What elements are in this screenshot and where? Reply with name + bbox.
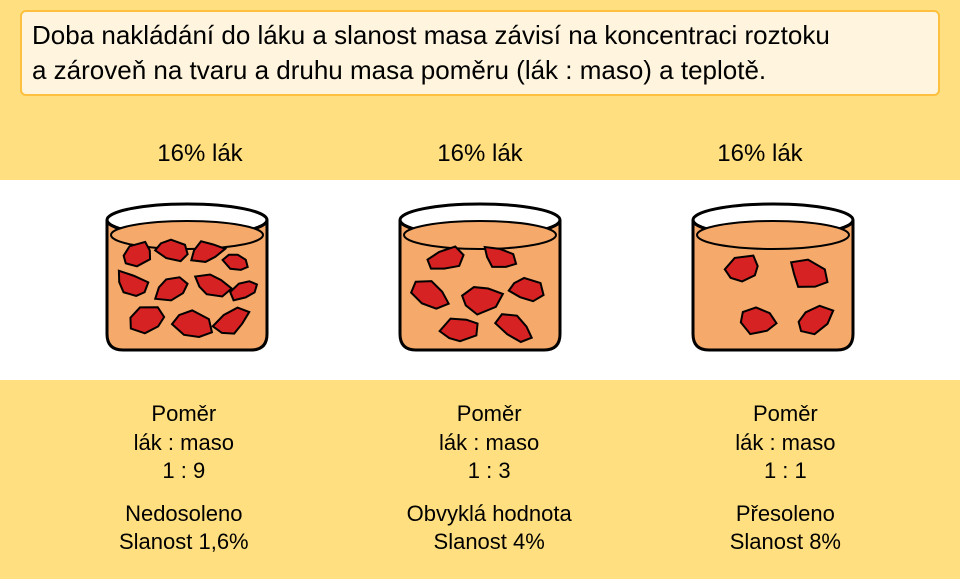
- column-1: Poměr lák : maso 1 : 9 Nedosoleno Slanos…: [119, 400, 249, 557]
- ratio-sub: lák : maso: [730, 429, 841, 458]
- result-line-2: Slanost 8%: [730, 528, 841, 557]
- result-line-2: Slanost 4%: [407, 528, 572, 557]
- ratio-title: Poměr: [407, 400, 572, 429]
- bottom-columns: Poměr lák : maso 1 : 9 Nedosoleno Slanos…: [0, 400, 960, 557]
- jar-2: [370, 190, 590, 370]
- ratio-value: 1 : 3: [407, 457, 572, 486]
- result-line-2: Slanost 1,6%: [119, 528, 249, 557]
- jar-label-1: 16% lák: [157, 140, 242, 168]
- ratio-sub: lák : maso: [407, 429, 572, 458]
- jars-strip: [0, 180, 960, 380]
- ratio-value: 1 : 9: [119, 457, 249, 486]
- jar-label-2: 16% lák: [437, 140, 522, 168]
- ratio-sub: lák : maso: [119, 429, 249, 458]
- result-line-1: Přesoleno: [730, 500, 841, 529]
- jar-label-3: 16% lák: [717, 140, 802, 168]
- jar-1: [77, 190, 297, 370]
- ratio-title: Poměr: [119, 400, 249, 429]
- jar-3: [663, 190, 883, 370]
- header-box: Doba nakládání do láku a slanost masa zá…: [20, 10, 940, 96]
- ratio-title: Poměr: [730, 400, 841, 429]
- jar-labels-row: 16% lák 16% lák 16% lák: [0, 140, 960, 168]
- header-line-1: Doba nakládání do láku a slanost masa zá…: [32, 20, 830, 50]
- result-line-1: Nedosoleno: [119, 500, 249, 529]
- result-line-1: Obvyklá hodnota: [407, 500, 572, 529]
- ratio-value: 1 : 1: [730, 457, 841, 486]
- page: Doba nakládání do láku a slanost masa zá…: [0, 0, 960, 579]
- header-line-2: a zároveň na tvaru a druhu masa poměru (…: [32, 55, 766, 85]
- column-2: Poměr lák : maso 1 : 3 Obvyklá hodnota S…: [407, 400, 572, 557]
- column-3: Poměr lák : maso 1 : 1 Přesoleno Slanost…: [730, 400, 841, 557]
